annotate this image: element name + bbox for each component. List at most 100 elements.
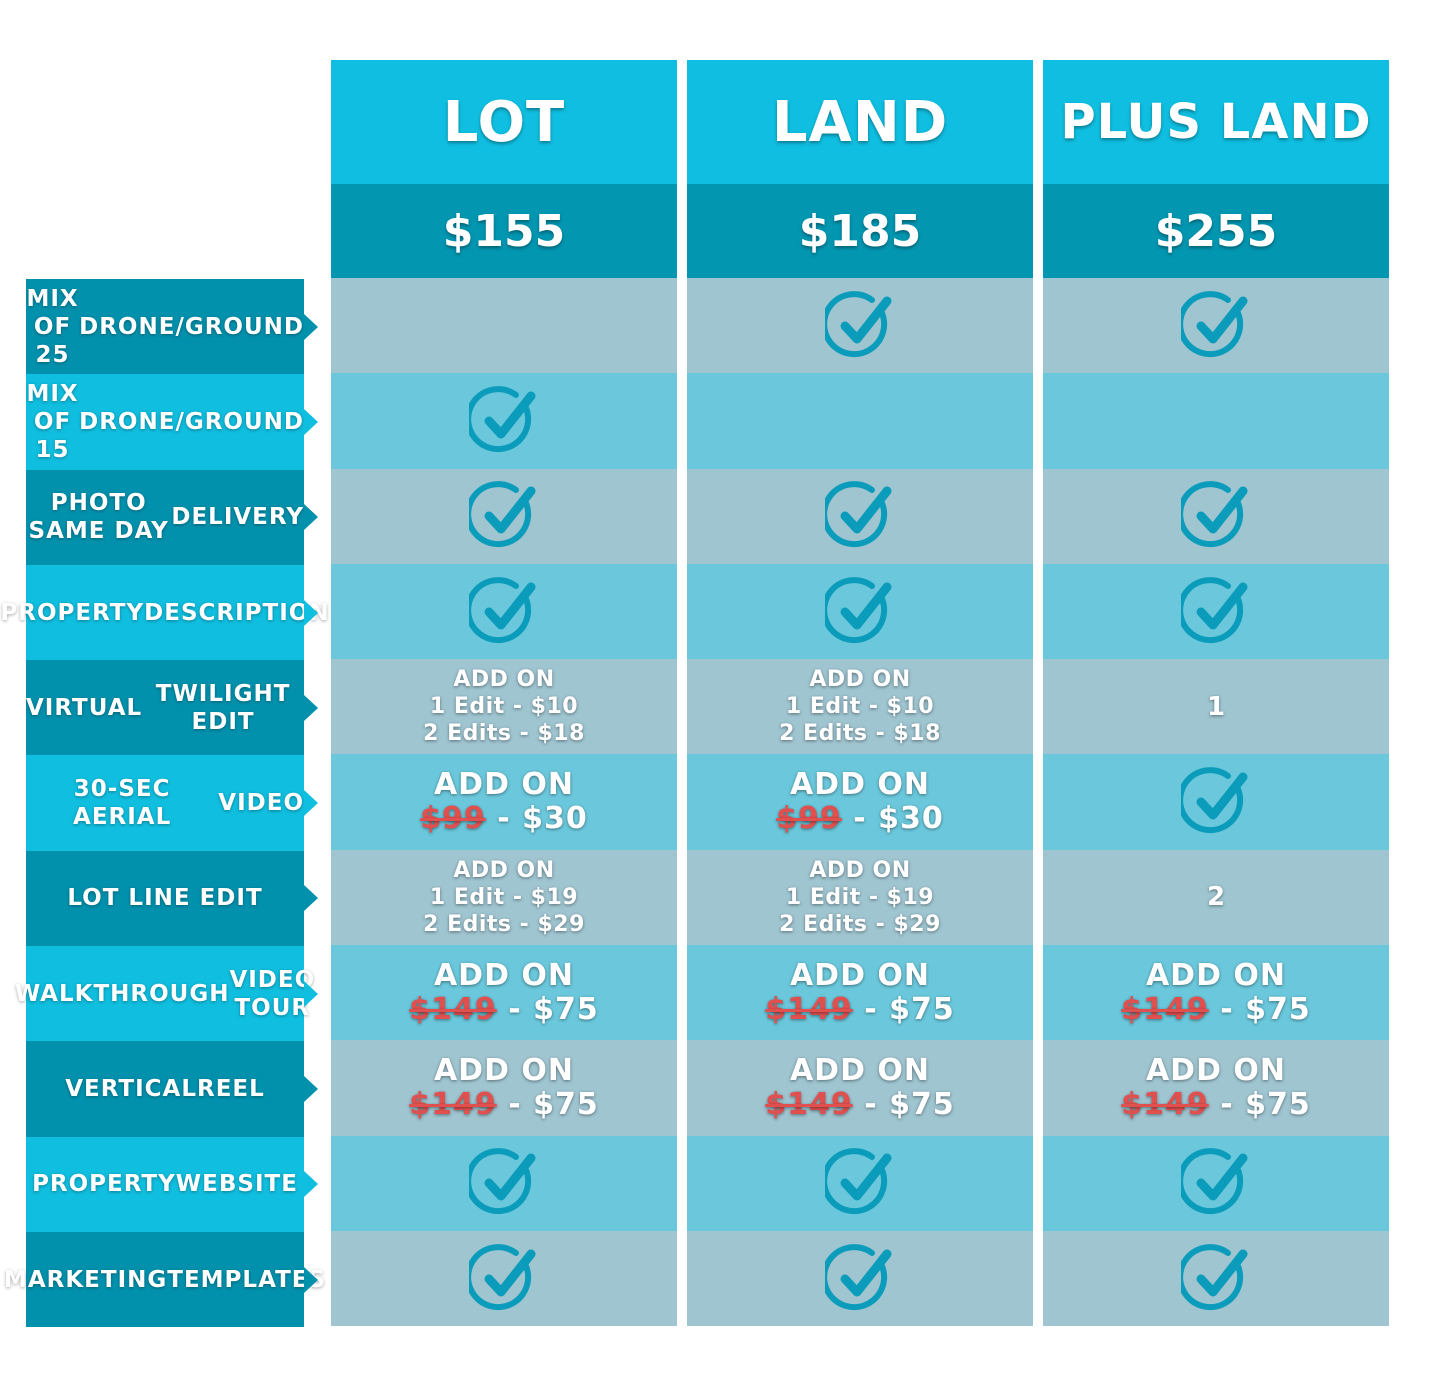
feature-cell xyxy=(331,373,677,469)
addon-title: ADD ON xyxy=(433,957,575,993)
feature-cell xyxy=(331,1135,677,1231)
check-circle-icon xyxy=(1181,481,1248,548)
new-price: - $75 xyxy=(864,1087,955,1123)
price-separator xyxy=(497,1087,508,1122)
check-circle-icon xyxy=(825,1243,892,1310)
feature-cell: ADD ON $149 - $75 xyxy=(687,1040,1033,1136)
addon-price: $149 - $75 xyxy=(765,1088,954,1122)
addon-line: 2 Edits - $18 xyxy=(423,721,585,747)
feature-label: VERTICAL REEL xyxy=(26,1041,318,1137)
feature-label-line: DESCRIPTION xyxy=(144,599,330,626)
addon-price: $149 - $75 xyxy=(1121,991,1311,1027)
price-separator xyxy=(842,801,853,836)
addon-price: $149 - $75 xyxy=(765,991,955,1027)
check-circle-icon xyxy=(469,1243,536,1310)
feature-cell xyxy=(1043,278,1389,374)
feature-cell: ADD ON $99 - $30 xyxy=(331,754,677,850)
feature-label-line: TWILIGHT EDIT xyxy=(155,680,291,735)
old-price: $149 xyxy=(409,1087,497,1123)
addon-line: 2 Edits - $29 xyxy=(423,911,585,937)
new-price: - $30 xyxy=(853,801,944,837)
check-circle-icon xyxy=(469,481,536,548)
plan-price: $185 xyxy=(687,184,1033,278)
plan-name: PLUS LAND xyxy=(1043,60,1389,184)
feature-label-line: DRONE/GROUND xyxy=(79,408,304,435)
feature-label: PHOTO SAME DAY DELIVERY xyxy=(26,469,318,565)
feature-label-line: 30-SEC AERIAL xyxy=(73,776,172,831)
new-price: - $75 xyxy=(864,991,955,1027)
addon-title: ADD ON xyxy=(433,1053,575,1089)
feature-label-line: LOT LINE EDIT xyxy=(67,885,263,912)
feature-cell: ADD ON 1 Edit - $19 2 Edits - $29 xyxy=(687,849,1033,946)
feature-label-line: VIDEO TOUR xyxy=(229,966,316,1021)
check-circle-icon xyxy=(825,290,892,357)
feature-label-line: WALKTHROUGH xyxy=(14,980,230,1007)
feature-label-line: DELIVERY xyxy=(171,504,304,531)
feature-label-line: WEBSITE xyxy=(175,1171,298,1198)
new-price: - $75 xyxy=(1220,1087,1311,1123)
feature-labels: MIX OF 25 DRONE/GROUND MIX OF 15 DRONE/GROU… xyxy=(0,279,329,1328)
feature-cell: ADD ON 1 Edit - $19 2 Edits - $29 xyxy=(331,849,677,946)
addon-line: 2 Edits - $18 xyxy=(779,721,941,747)
feature-label-line: VIRTUAL xyxy=(26,694,143,721)
addon-line: 1 Edit - $10 xyxy=(429,694,579,720)
feature-label: 30-SEC AERIAL VIDEO xyxy=(26,755,318,851)
price-separator xyxy=(497,992,508,1027)
feature-cell xyxy=(1043,1135,1389,1231)
old-price: $149 xyxy=(765,1087,853,1123)
feature-label: MIX OF 15 DRONE/GROUND xyxy=(26,374,318,470)
feature-cell xyxy=(331,468,677,564)
feature-cell xyxy=(1043,754,1389,850)
price-separator xyxy=(1209,1087,1220,1122)
feature-cell xyxy=(331,278,677,374)
feature-label-line: MIX OF 25 xyxy=(26,285,79,368)
check-circle-icon xyxy=(1181,1148,1248,1215)
feature-cell xyxy=(687,1230,1033,1327)
addon-title: ADD ON xyxy=(1145,957,1287,993)
addon-line: 2 Edits - $29 xyxy=(779,911,941,937)
addon-title: ADD ON xyxy=(433,767,575,803)
feature-cell xyxy=(331,1230,677,1327)
price-separator xyxy=(853,992,864,1027)
addon-line: 1 Edit - $10 xyxy=(785,694,935,720)
feature-label: PROPERTY WEBSITE xyxy=(26,1136,318,1232)
feature-label: WALKTHROUGH VIDEO TOUR xyxy=(15,946,318,1042)
addon-price: $149 - $75 xyxy=(409,1088,598,1122)
addon-price: $149 - $75 xyxy=(409,991,598,1027)
feature-label-line: VIDEO xyxy=(218,790,304,817)
count-value: 2 xyxy=(1206,882,1226,913)
feature-label-line: PROPERTY xyxy=(0,599,145,626)
addon-line: ADD ON xyxy=(453,857,555,883)
feature-cell: ADD ON $149 - $75 xyxy=(1043,945,1389,1041)
addon-title: ADD ON xyxy=(789,957,931,993)
feature-cell: ADD ON 1 Edit - $10 2 Edits - $18 xyxy=(687,659,1033,755)
feature-cell xyxy=(1043,563,1389,660)
new-price: - $30 xyxy=(497,801,588,837)
addon-line: 1 Edit - $19 xyxy=(429,884,579,910)
feature-label-line: PHOTO SAME DAY xyxy=(28,490,169,545)
addon-line: ADD ON xyxy=(809,667,911,693)
addon-price: $99 - $30 xyxy=(776,802,944,836)
feature-label-line: DRONE/GROUND xyxy=(79,313,304,340)
old-price: $149 xyxy=(409,991,497,1027)
addon-price: $149 - $75 xyxy=(1121,1088,1310,1122)
feature-label-line: VERTICAL xyxy=(65,1076,197,1103)
addon-title: ADD ON xyxy=(1145,1053,1287,1089)
old-price: $149 xyxy=(765,991,853,1027)
count-value: 1 xyxy=(1206,691,1226,722)
new-price: - $75 xyxy=(1220,991,1311,1027)
old-price: $149 xyxy=(1121,991,1209,1027)
plan-column-plus-land: PLUS LAND $255 1 2 ADD ON $149 - $75 ADD ON $… xyxy=(1043,60,1389,1327)
feature-cell xyxy=(687,563,1033,660)
feature-label: MARKETING TEMPLATES xyxy=(4,1231,325,1328)
addon-line: ADD ON xyxy=(809,857,911,883)
old-price: $99 xyxy=(776,801,842,837)
check-circle-icon xyxy=(469,576,536,643)
feature-cell: 1 xyxy=(1043,659,1389,755)
check-circle-icon xyxy=(825,481,892,548)
feature-cell: ADD ON $149 - $75 xyxy=(331,1040,677,1136)
addon-title: ADD ON xyxy=(789,767,931,803)
price-separator xyxy=(853,1087,864,1122)
feature-label-line: TEMPLATES xyxy=(167,1266,327,1293)
feature-label: VIRTUAL TWILIGHT EDIT xyxy=(26,660,318,756)
